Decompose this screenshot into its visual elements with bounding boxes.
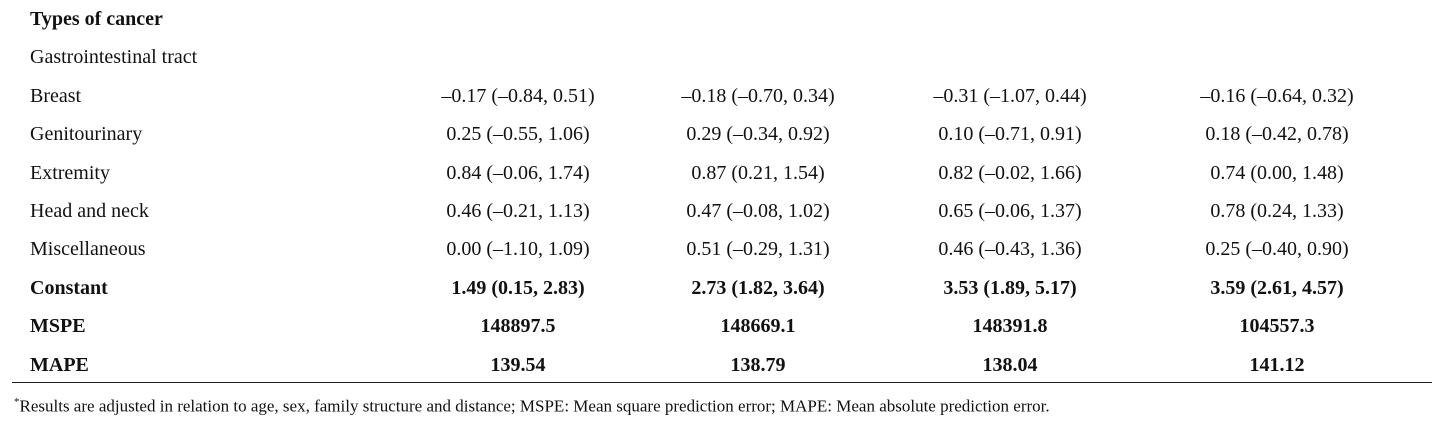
label-cell: Head and neck [30, 200, 149, 222]
value-cell: 148669.1 [720, 315, 796, 338]
label-cell: Gastrointestinal tract [30, 46, 198, 69]
value-cell: 141.12 [1249, 353, 1305, 376]
value-cell: –0.31 (–1.07, 0.44) [933, 84, 1087, 107]
label-cell: MAPE [30, 353, 89, 376]
table-row: Genitourinary 0.25 (–0.55, 1.06) 0.29 (–0.… [0, 115, 1442, 153]
value-cell: 148897.5 [480, 315, 556, 338]
value-cell: 104557.3 [1239, 315, 1315, 338]
value-cell: 148391.8 [972, 315, 1048, 338]
footnote-marker: * [14, 396, 20, 408]
table-row: Types of cancer [0, 0, 1442, 38]
value-cell: 138.79 [730, 353, 786, 376]
value-cell: 0.74 (0.00, 1.48) [1210, 161, 1344, 184]
value-cell: 0.82 (–0.02, 1.66) [938, 161, 1082, 184]
value-cell: –0.16 (–0.64, 0.32) [1200, 84, 1354, 107]
value-cell: 0.65 (–0.06, 1.37) [938, 200, 1082, 222]
table-row: MAPE 139.54 138.79 138.04 141.12 [0, 346, 1442, 384]
label-cell: Breast [30, 84, 82, 107]
table-row: Miscellaneous 0.00 (–1.10, 1.09) 0.51 (–0.… [0, 230, 1442, 268]
table-row: Extremity 0.84 (–0.06, 1.74) 0.87 (0.21, 1… [0, 154, 1442, 192]
value-cell: 0.46 (–0.21, 1.13) [446, 200, 590, 222]
value-cell: 0.78 (0.24, 1.33) [1210, 200, 1344, 222]
value-cell: 0.51 (–0.29, 1.31) [686, 238, 830, 261]
value-cell: 0.10 (–0.71, 0.91) [938, 123, 1082, 146]
footnote-text: Results are adjusted in relation to age,… [19, 396, 1050, 416]
value-cell: 0.25 (–0.55, 1.06) [446, 123, 590, 146]
table-rule [12, 382, 1432, 383]
label-cell: Types of cancer [30, 8, 163, 30]
value-cell: 0.29 (–0.34, 0.92) [686, 123, 830, 146]
value-cell: 0.25 (–0.40, 0.90) [1205, 238, 1349, 261]
value-cell: 0.47 (–0.08, 1.02) [686, 200, 830, 222]
footnote: *Results are adjusted in relation to age… [14, 396, 1050, 417]
value-cell: 0.18 (–0.42, 0.78) [1205, 123, 1349, 146]
table-row: Head and neck 0.46 (–0.21, 1.13) 0.47 (–0.… [0, 192, 1442, 230]
value-cell: 0.46 (–0.43, 1.36) [938, 238, 1082, 261]
value-cell: 0.00 (–1.10, 1.09) [446, 238, 590, 261]
table-row: Breast –0.17 (–0.84, 0.51) –0.18 (–0.70, 0… [0, 77, 1442, 115]
value-cell: –0.17 (–0.84, 0.51) [441, 84, 595, 107]
table-row: Gastrointestinal tract [0, 38, 1442, 76]
label-cell: MSPE [30, 315, 86, 338]
value-cell: 3.53 (1.89, 5.17) [943, 276, 1077, 299]
value-cell: 0.87 (0.21, 1.54) [691, 161, 825, 184]
value-cell: 2.73 (1.82, 3.64) [691, 276, 825, 299]
value-cell: 0.84 (–0.06, 1.74) [446, 161, 590, 184]
value-cell: 139.54 [490, 353, 546, 376]
value-cell: 138.04 [982, 353, 1038, 376]
label-cell: Genitourinary [30, 123, 143, 146]
label-cell: Extremity [30, 161, 110, 184]
label-cell: Miscellaneous [30, 238, 146, 261]
value-cell: –0.18 (–0.70, 0.34) [681, 84, 835, 107]
table-row: MSPE 148897.5 148669.1 148391.8 104557.3 [0, 307, 1442, 345]
value-cell: 3.59 (2.61, 4.57) [1210, 276, 1344, 299]
table-row: Constant 1.49 (0.15, 2.83) 2.73 (1.82, 3.6… [0, 269, 1442, 307]
value-cell: 1.49 (0.15, 2.83) [451, 276, 585, 299]
label-cell: Constant [30, 276, 108, 299]
